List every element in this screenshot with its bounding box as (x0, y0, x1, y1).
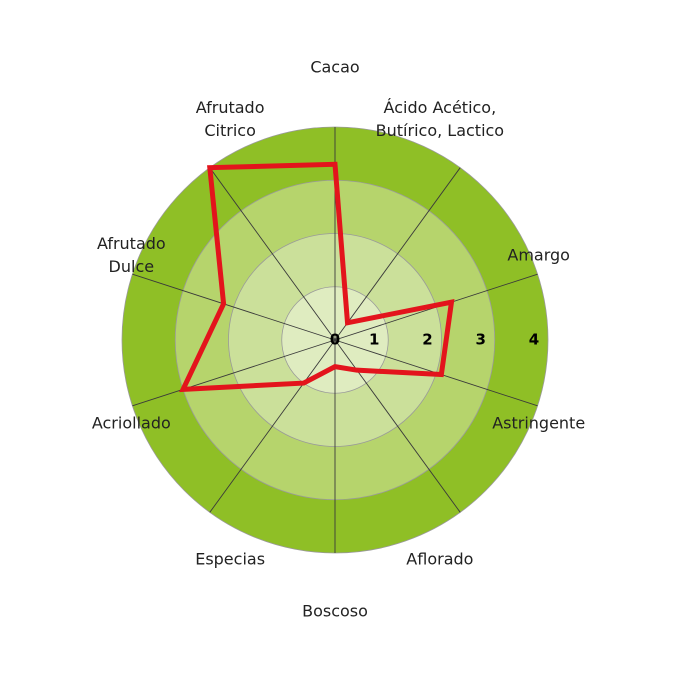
spoke (209, 167, 336, 341)
spoke (334, 167, 461, 341)
tick-label: 1 (369, 331, 379, 349)
axis-label: Ácido Acético, (384, 98, 497, 117)
axis-label: Citrico (204, 121, 256, 140)
axis-label: Afrutado (97, 234, 166, 253)
axis-label: Amargo (507, 245, 570, 264)
series-line (179, 161, 455, 393)
axis-label: Acriollado (92, 414, 171, 433)
tick-label: 0 (330, 331, 340, 349)
tick-label: 3 (476, 331, 486, 349)
spoke (132, 273, 336, 341)
axis-label: Cacao (310, 58, 359, 77)
axis-label: Afrutado (196, 98, 265, 117)
axis-label: Especias (195, 550, 265, 569)
axis-label: Aflorado (406, 550, 473, 569)
axis-label: Boscoso (302, 602, 368, 621)
axis-label: Astringente (492, 414, 585, 433)
spoke (209, 339, 336, 513)
axis-label: Butírico, Lactico (376, 121, 504, 140)
axis-label: Dulce (109, 257, 155, 276)
tick-label: 2 (422, 331, 432, 349)
tick-label: 4 (529, 331, 539, 349)
spoke (132, 339, 336, 407)
